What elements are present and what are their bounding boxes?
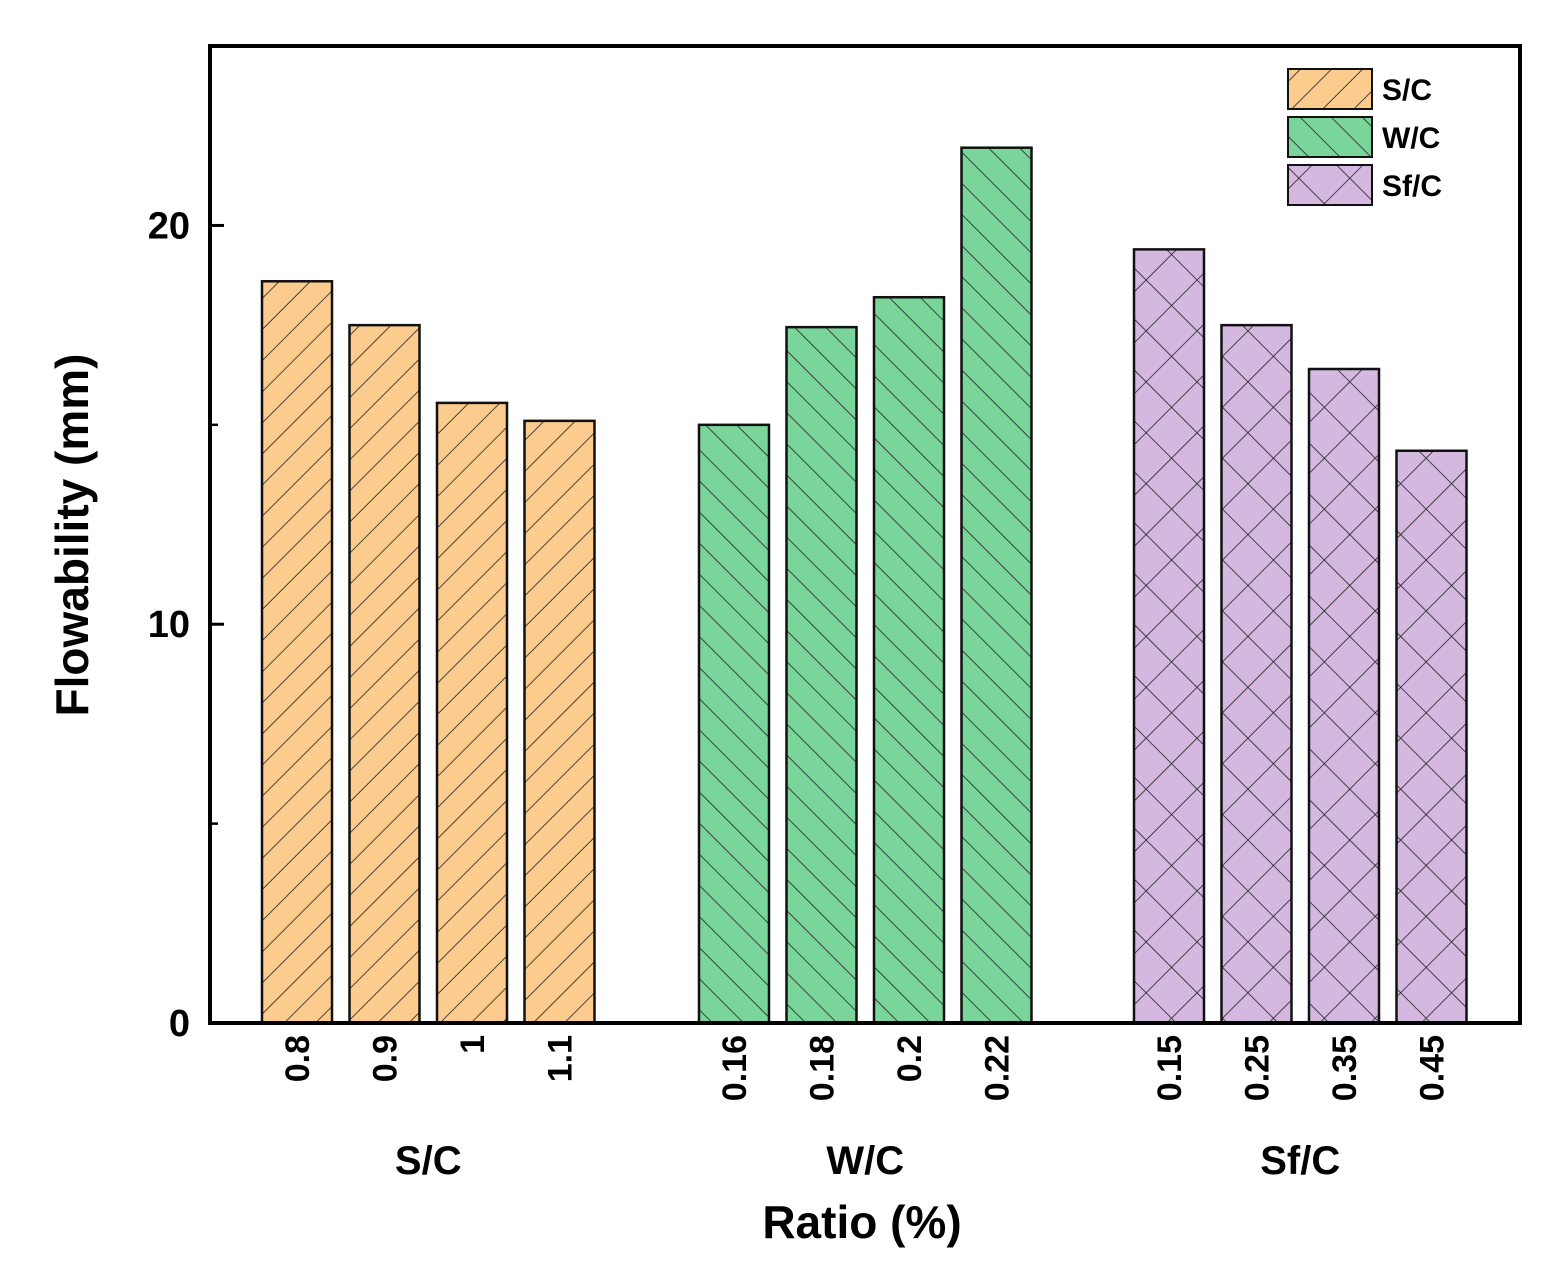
legend-label: W/C: [1382, 122, 1440, 155]
bars-layer: [260, 146, 1468, 1025]
legend-label: Sf/C: [1382, 170, 1442, 203]
bar-hatch: [437, 402, 507, 1024]
x-group-label: S/C: [395, 1139, 462, 1183]
x-category-label: 0.45: [1414, 1035, 1452, 1101]
x-category-label: 0.18: [804, 1035, 842, 1101]
x-category-label: 1.1: [542, 1035, 580, 1082]
legend-swatch-outline: [1287, 116, 1373, 158]
x-category-label: 0.25: [1239, 1035, 1277, 1101]
x-axis-title: Ratio (%): [762, 1196, 961, 1248]
x-category-label: 0.35: [1326, 1035, 1364, 1101]
bar-hatch: [1309, 369, 1379, 1023]
legend-label: S/C: [1382, 74, 1432, 107]
bar-hatch: [874, 297, 944, 1023]
bar-hatch: [786, 327, 857, 1024]
x-category-label: 0.8: [279, 1035, 317, 1082]
y-tick-label: 0: [169, 1003, 190, 1045]
y-axis: 0 10 20: [148, 205, 224, 1045]
bar-hatch: [699, 424, 769, 1023]
plot-frame: [208, 44, 1522, 1025]
y-tick-label: 10: [148, 604, 190, 646]
y-tick-label: 20: [148, 205, 190, 247]
x-category-label: 0.2: [891, 1035, 929, 1082]
x-category-label: 1: [454, 1035, 492, 1054]
legend-swatch-hatch: [1288, 165, 1372, 205]
legend-swatch-hatch: [1288, 117, 1372, 157]
legend-swatch-hatch: [1288, 69, 1372, 109]
x-category-label: 0.15: [1151, 1035, 1189, 1101]
x-axis: 0.8 0.9 1 1.1 S/C 0.16 0.18 0.2 0.22 W/C 0.15 0.25 0…: [279, 1035, 1452, 1183]
bar-hatch: [1221, 325, 1292, 1024]
legend: S/C W/C Sf/C: [1287, 68, 1442, 206]
legend-swatch-outline: [1287, 68, 1373, 110]
bar-hatch: [349, 325, 420, 1024]
x-group-label: W/C: [826, 1139, 904, 1183]
x-group-label: Sf/C: [1260, 1139, 1340, 1183]
x-category-label: 0.9: [367, 1035, 405, 1082]
x-category-label: 0.16: [716, 1035, 754, 1101]
x-category-label: 0.22: [979, 1035, 1017, 1101]
bar-hatch: [524, 420, 595, 1023]
bar-hatch: [262, 281, 332, 1023]
bar-hatch: [1134, 249, 1204, 1024]
y-axis-title: Flowability (mm): [46, 354, 98, 717]
legend-swatch-outline: [1287, 164, 1373, 206]
bar-hatch: [961, 147, 1032, 1024]
bar-hatch: [1396, 450, 1467, 1023]
